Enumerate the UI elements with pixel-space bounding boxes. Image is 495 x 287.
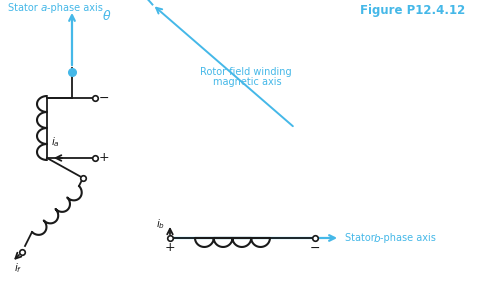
Text: $a$: $a$: [40, 3, 48, 13]
Text: -phase axis: -phase axis: [380, 233, 436, 243]
Text: Rotor field winding: Rotor field winding: [200, 67, 292, 77]
Text: -phase axis: -phase axis: [47, 3, 103, 13]
Text: magnetic axis: magnetic axis: [213, 77, 282, 87]
Text: +: +: [99, 152, 109, 164]
Text: +: +: [165, 241, 175, 255]
Text: Stator: Stator: [8, 3, 41, 13]
Text: −: −: [99, 92, 109, 104]
Text: $b$: $b$: [373, 232, 381, 244]
Text: Stator: Stator: [345, 233, 378, 243]
Text: $i_a$: $i_a$: [51, 135, 60, 149]
Text: −: −: [310, 241, 320, 255]
Text: $i_b$: $i_b$: [156, 217, 165, 231]
Text: $i_f$: $i_f$: [14, 261, 22, 275]
Text: $\theta$: $\theta$: [101, 9, 111, 24]
Text: Figure P12.4.12: Figure P12.4.12: [360, 3, 465, 17]
